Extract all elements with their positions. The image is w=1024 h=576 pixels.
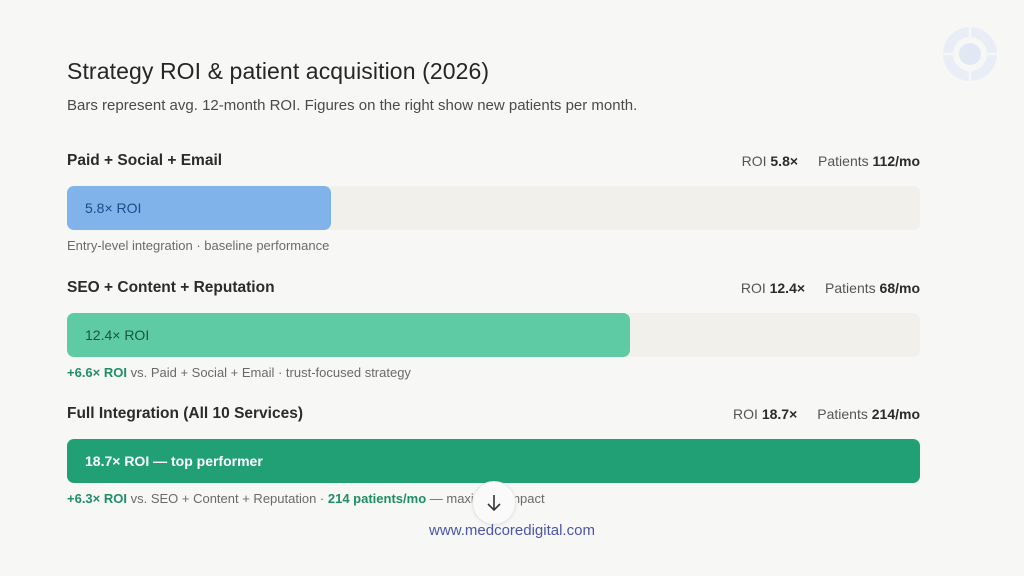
- strategy-row-full-integration: Full Integration (All 10 Services) ROI 1…: [67, 405, 920, 506]
- row-stats: ROI 12.4× Patients 68/mo: [740, 280, 920, 296]
- roi-bar: 18.7× ROI — top performer: [67, 439, 920, 483]
- roi-value: 12.4×: [769, 280, 806, 296]
- website-link[interactable]: www.medcoredigital.com: [429, 522, 595, 539]
- medcore-logo-icon: [940, 24, 1000, 84]
- roi-bar: 12.4× ROI: [67, 313, 630, 357]
- bar-label: 18.7× ROI — top performer: [85, 453, 263, 469]
- patients-value: 214/mo: [871, 406, 920, 422]
- row-label: Full Integration (All 10 Services): [67, 405, 304, 422]
- patients-value: 68/mo: [879, 280, 920, 296]
- bar-track: 5.8× ROI: [67, 186, 920, 230]
- patients-value: 112/mo: [872, 153, 920, 169]
- row-stats: ROI 18.7× Patients 214/mo: [733, 406, 920, 422]
- chart-subtitle: Bars represent avg. 12-month ROI. Figure…: [67, 97, 638, 114]
- roi-value: 18.7×: [761, 406, 798, 422]
- row-label: SEO + Content + Reputation: [67, 279, 275, 296]
- chart-title: Strategy ROI & patient acquisition (2026…: [67, 58, 490, 84]
- bar-track: 12.4× ROI: [67, 313, 920, 357]
- row-note: +6.6× ROI vs. Paid + Social + Email · tr…: [67, 365, 411, 380]
- strategy-row-seo-content-reputation: SEO + Content + Reputation ROI 12.4× Pati…: [67, 279, 920, 380]
- bar-track: 18.7× ROI — top performer: [67, 439, 920, 483]
- row-note: Entry-level integration · baseline perfo…: [67, 238, 330, 253]
- bar-label: 12.4× ROI: [85, 327, 150, 343]
- row-label: Paid + Social + Email: [67, 152, 223, 169]
- strategy-row-paid-social-email: Paid + Social + Email ROI 5.8× Patients 1…: [67, 152, 920, 253]
- arrow-down-icon: [487, 495, 501, 512]
- row-stats: ROI 5.8× Patients 112/mo: [741, 153, 920, 169]
- roi-bar: 5.8× ROI: [67, 186, 331, 230]
- scroll-down-button[interactable]: [472, 481, 516, 525]
- bar-label: 5.8× ROI: [85, 200, 142, 216]
- roi-value: 5.8×: [770, 153, 799, 169]
